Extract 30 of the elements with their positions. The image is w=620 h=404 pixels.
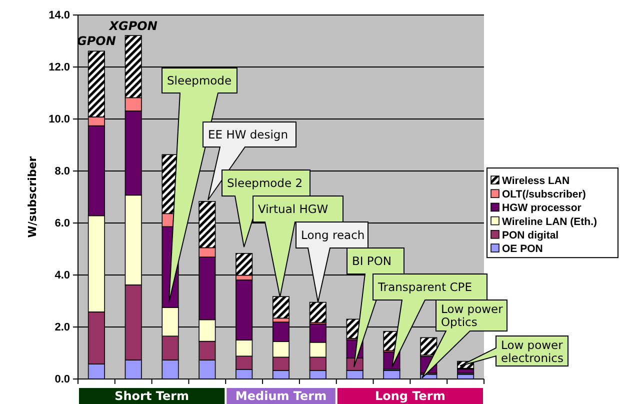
y-tick-label: 0.0: [54, 374, 70, 386]
legend-label: HGW processor: [502, 202, 582, 214]
legend-label: OE PON: [502, 243, 543, 255]
bar: [272, 296, 290, 319]
y-tick-label: 2.0: [54, 322, 70, 334]
annotation: Sleepmode 2: [227, 176, 303, 190]
text: Long Term: [375, 389, 446, 403]
y-tick-label: 4.0: [54, 270, 70, 282]
legend-label: Wireline LAN (Eth.): [502, 216, 597, 228]
annotation: XGPON: [108, 19, 158, 33]
annotation: EE HW design: [208, 128, 288, 142]
y-tick-label: 14.0: [48, 10, 70, 22]
y-tick-label: 6.0: [54, 218, 70, 230]
annotation: Virtual HGW: [258, 202, 328, 216]
legend-label: OLT(/subscriber): [502, 188, 586, 201]
annotation: Sleepmode: [167, 74, 232, 88]
annotation: Low power Optics: [441, 302, 504, 329]
text: Medium Term: [235, 389, 327, 403]
annotation: GPON: [77, 34, 116, 48]
y-tick-label: 12.0: [48, 62, 70, 74]
y-axis-title: W/subscriber: [26, 156, 39, 238]
text: Short Term: [114, 389, 190, 403]
y-tick-label: 8.0: [54, 166, 70, 178]
annotation: Long reach: [301, 228, 365, 242]
text: Low power electronics: [501, 338, 564, 365]
annotation: Transparent CPE: [377, 280, 472, 294]
annotation: BI PON: [352, 254, 392, 268]
legend-label: PON digital: [502, 229, 559, 242]
y-tick-label: 10.0: [48, 114, 70, 126]
legend-label: Wireless LAN: [502, 175, 570, 187]
